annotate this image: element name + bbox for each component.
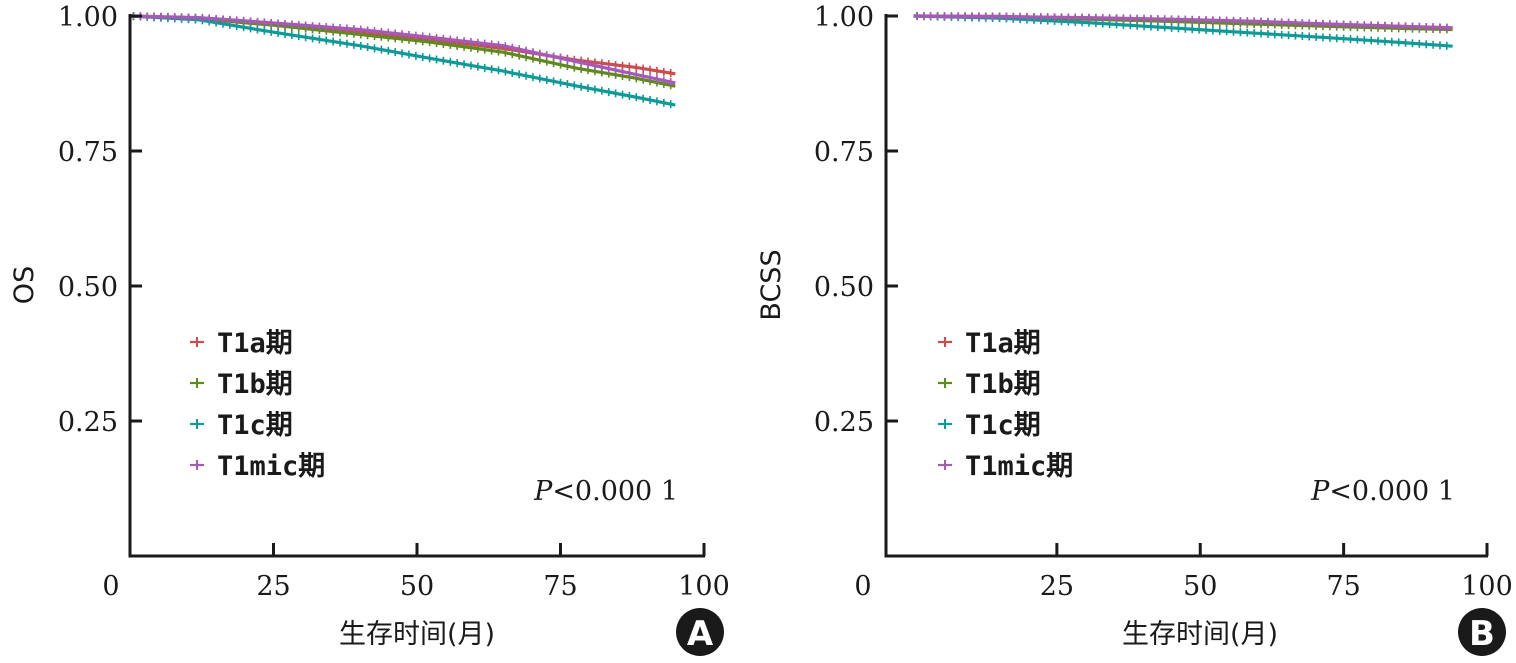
x-tick-label: 25 <box>1040 571 1074 602</box>
plot-area <box>129 12 676 109</box>
legend-item-T1b: T1b期 <box>190 369 293 400</box>
legend-item-T1a: T1a期 <box>190 328 293 359</box>
legend-label: T1b期 <box>217 369 293 400</box>
legend-label: T1mic期 <box>965 451 1073 482</box>
y-ticks: 1.00 0.75 0.50 0.25 <box>58 2 142 438</box>
p-symbol: P <box>1310 476 1330 507</box>
legend-label: T1a期 <box>965 328 1041 359</box>
y-tick-label: 0.25 <box>58 407 118 438</box>
x-tick-label: 0 <box>854 571 871 602</box>
legend-label: T1c期 <box>965 410 1041 441</box>
plot-area <box>913 12 1453 50</box>
y-tick-label: 1.00 <box>814 2 874 33</box>
x-ticks: 0 25 50 75 100 <box>854 543 1513 602</box>
x-ticks: 0 25 50 75 100 <box>102 543 730 602</box>
x-tick-label: 50 <box>1183 571 1217 602</box>
badge-circle <box>676 608 724 656</box>
p-value-annotation: P<0.000 1 <box>1310 476 1455 507</box>
x-tick-label: 75 <box>543 571 577 602</box>
legend-item-T1c: T1c期 <box>938 410 1041 441</box>
x-axis-title: 生存时间(月) <box>339 619 495 650</box>
x-tick-label: 100 <box>678 571 730 602</box>
badge-letter: B <box>1469 614 1495 654</box>
legend-item-T1c: T1c期 <box>190 410 293 441</box>
panel-badge: A <box>676 608 724 656</box>
y-tick-label: 0.50 <box>58 272 118 303</box>
censor-marks-T1mic <box>916 12 1448 32</box>
p-value-annotation: P<0.000 1 <box>533 476 678 507</box>
p-symbol: P <box>533 476 553 507</box>
chart-panel-b: 1.00 0.75 0.50 0.25 0 25 50 75 100 BCSS 生存时间(月)… <box>756 2 1513 656</box>
x-tick-label: 50 <box>400 571 434 602</box>
legend-item-T1mic: T1mic期 <box>190 451 325 482</box>
x-tick-label: 0 <box>102 571 119 602</box>
y-axis-title: BCSS <box>756 249 787 320</box>
y-tick-label: 0.75 <box>58 137 118 168</box>
y-tick-label: 0.50 <box>814 272 874 303</box>
y-tick-label: 0.75 <box>814 137 874 168</box>
series-line-T1c <box>129 14 676 107</box>
x-axis-title: 生存时间(月) <box>1122 619 1278 650</box>
badge-letter: A <box>687 614 714 654</box>
censor-marks-T1c <box>132 12 672 109</box>
y-axis-title: OS <box>9 266 40 304</box>
legend: T1a期 T1b期 T1c期 T1mic期 <box>190 328 325 482</box>
legend-label: T1a期 <box>217 328 293 359</box>
x-tick-label: 100 <box>1461 571 1513 602</box>
legend-label: T1c期 <box>217 410 293 441</box>
p-value: <0.000 1 <box>1329 476 1455 507</box>
chart-panel-a: 1.00 0.75 0.50 0.25 0 25 50 75 100 OS 生存时间(月) T… <box>9 2 730 656</box>
x-tick-label: 25 <box>256 571 290 602</box>
legend-label: T1mic期 <box>217 451 325 482</box>
x-tick-label: 75 <box>1326 571 1360 602</box>
p-value: <0.000 1 <box>552 476 678 507</box>
badge-circle <box>1458 608 1506 656</box>
y-tick-label: 0.25 <box>814 407 874 438</box>
legend-label: T1b期 <box>965 369 1041 400</box>
legend-item-T1mic: T1mic期 <box>938 451 1073 482</box>
legend: T1a期 T1b期 T1c期 T1mic期 <box>938 328 1073 482</box>
legend-item-T1b: T1b期 <box>938 369 1041 400</box>
y-tick-label: 1.00 <box>58 2 118 33</box>
y-ticks: 1.00 0.75 0.50 0.25 <box>814 2 898 438</box>
legend-item-T1a: T1a期 <box>938 328 1041 359</box>
censor-marks-T1mic <box>132 12 672 86</box>
panel-badge: B <box>1458 608 1506 656</box>
